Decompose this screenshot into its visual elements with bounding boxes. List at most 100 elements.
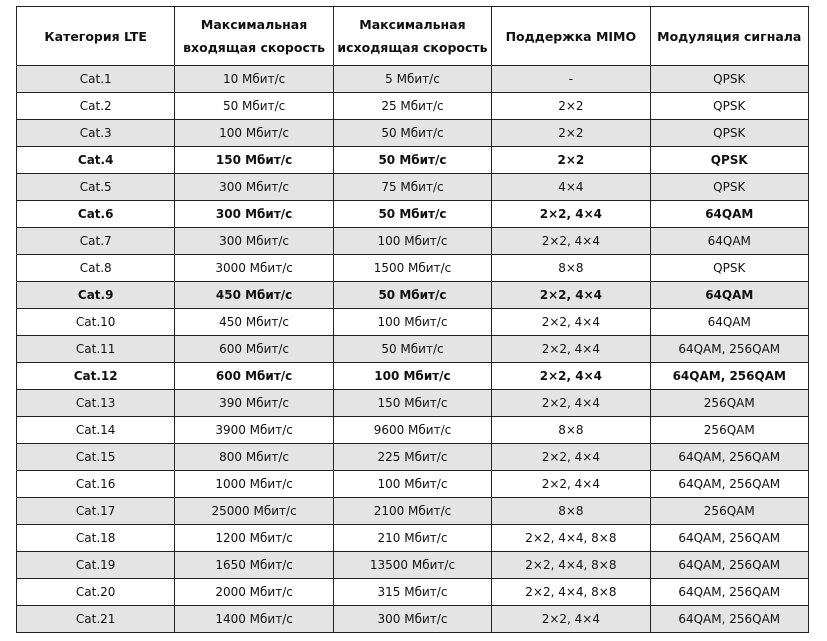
cell-downlink-speed: 100 Мбит/с: [174, 119, 334, 147]
cell-downlink-speed: 1650 Мбит/с: [174, 551, 334, 579]
cell-downlink-speed: 50 Мбит/с: [174, 92, 334, 120]
header-text: исходящая скорость: [337, 40, 488, 55]
cell-mimo: 2×2, 4×4, 8×8: [491, 578, 651, 606]
cell-category: Cat.17: [15, 497, 176, 525]
header-text: Максимальная: [200, 17, 308, 32]
cell-category: Cat.19: [15, 551, 176, 579]
table-row: Cat.10 450 Мбит/с 100 Мбит/с 2×2, 4×4 64QAM: [15, 308, 809, 336]
table-row: Cat.15 800 Мбит/с 225 Мбит/с 2×2, 4×4 64QAM,…: [15, 443, 809, 471]
cell-modulation: QPSK: [649, 173, 809, 201]
cell-downlink-speed: 600 Мбит/с: [174, 362, 334, 390]
header-text: Поддержка MIMO: [505, 28, 637, 44]
cell-downlink-speed: 450 Мбит/с: [174, 281, 334, 309]
header-text: Категория LTE: [44, 28, 147, 44]
table-row: Cat.11 600 Мбит/с 50 Мбит/с 2×2, 4×4 64QAM, …: [15, 335, 809, 363]
cell-downlink-speed: 150 Мбит/с: [174, 146, 334, 174]
cell-downlink-speed: 2000 Мбит/с: [174, 578, 334, 606]
cell-uplink-speed: 50 Мбит/с: [332, 200, 493, 228]
cell-modulation: QPSK: [649, 254, 809, 282]
header-text: входящая скорость: [183, 40, 326, 55]
cell-modulation: 64QAM: [649, 308, 809, 336]
cell-mimo: 2×2, 4×4, 8×8: [491, 551, 651, 579]
cell-downlink-speed: 1400 Мбит/с: [174, 605, 334, 633]
cell-downlink-speed: 600 Мбит/с: [174, 335, 334, 363]
table-row: Cat.4 150 Мбит/с 50 Мбит/с 2×2 QPSK: [15, 146, 809, 174]
cell-modulation: 64QAM, 256QAM: [649, 524, 809, 552]
table-row: Cat.8 3000 Мбит/с 1500 Мбит/с 8×8 QPSK: [15, 254, 809, 282]
cell-uplink-speed: 150 Мбит/с: [332, 389, 493, 417]
cell-uplink-speed: 9600 Мбит/с: [332, 416, 493, 444]
cell-mimo: 2×2: [491, 119, 651, 147]
cell-downlink-speed: 1200 Мбит/с: [174, 524, 334, 552]
cell-downlink-speed: 3000 Мбит/с: [174, 254, 334, 282]
cell-modulation: 64QAM: [649, 281, 809, 309]
cell-uplink-speed: 50 Мбит/с: [332, 281, 493, 309]
cell-category: Cat.12: [15, 362, 176, 390]
cell-mimo: 2×2, 4×4: [491, 335, 651, 363]
cell-category: Cat.14: [15, 416, 176, 444]
cell-category: Cat.3: [15, 119, 176, 147]
table-row: Cat.7 300 Мбит/с 100 Мбит/с 2×2, 4×4 64QAM: [15, 227, 809, 255]
cell-mimo: 2×2, 4×4: [491, 281, 651, 309]
table-row: Cat.3 100 Мбит/с 50 Мбит/с 2×2 QPSK: [15, 119, 809, 147]
cell-downlink-speed: 390 Мбит/с: [174, 389, 334, 417]
cell-category: Cat.16: [15, 470, 176, 498]
cell-downlink-speed: 450 Мбит/с: [174, 308, 334, 336]
cell-mimo: 2×2, 4×4: [491, 389, 651, 417]
header-mimo: Поддержка MIMO: [491, 6, 651, 66]
cell-uplink-speed: 100 Мбит/с: [332, 362, 493, 390]
cell-mimo: 8×8: [491, 254, 651, 282]
cell-uplink-speed: 50 Мбит/с: [332, 146, 493, 174]
table-row: Cat.5 300 Мбит/с 75 Мбит/с 4×4 QPSK: [15, 173, 809, 201]
cell-category: Cat.7: [15, 227, 176, 255]
table-row: Cat.16 1000 Мбит/с 100 Мбит/с 2×2, 4×4 64QAM…: [15, 470, 809, 498]
table-row: Cat.17 25000 Мбит/с 2100 Мбит/с 8×8 256QAM: [15, 497, 809, 525]
cell-uplink-speed: 300 Мбит/с: [332, 605, 493, 633]
table-row: Cat.6 300 Мбит/с 50 Мбит/с 2×2, 4×4 64QAM: [15, 200, 809, 228]
cell-mimo: 2×2: [491, 146, 651, 174]
cell-uplink-speed: 75 Мбит/с: [332, 173, 493, 201]
cell-category: Cat.8: [15, 254, 176, 282]
header-downlink-speed: Максимальная входящая скорость: [174, 6, 334, 66]
cell-category: Cat.13: [15, 389, 176, 417]
cell-modulation: QPSK: [649, 65, 809, 93]
cell-modulation: 64QAM, 256QAM: [649, 443, 809, 471]
cell-uplink-speed: 1500 Мбит/с: [332, 254, 493, 282]
cell-modulation: 256QAM: [649, 416, 809, 444]
cell-downlink-speed: 800 Мбит/с: [174, 443, 334, 471]
cell-modulation: 64QAM, 256QAM: [649, 551, 809, 579]
cell-downlink-speed: 3900 Мбит/с: [174, 416, 334, 444]
cell-downlink-speed: 10 Мбит/с: [174, 65, 334, 93]
cell-uplink-speed: 100 Мбит/с: [332, 470, 493, 498]
cell-category: Cat.2: [15, 92, 176, 120]
cell-uplink-speed: 13500 Мбит/с: [332, 551, 493, 579]
cell-downlink-speed: 25000 Мбит/с: [174, 497, 334, 525]
cell-downlink-speed: 300 Мбит/с: [174, 173, 334, 201]
cell-modulation: QPSK: [649, 146, 809, 174]
cell-mimo: 8×8: [491, 497, 651, 525]
cell-uplink-speed: 100 Мбит/с: [332, 308, 493, 336]
cell-category: Cat.6: [15, 200, 176, 228]
cell-mimo: 8×8: [491, 416, 651, 444]
cell-uplink-speed: 50 Мбит/с: [332, 119, 493, 147]
cell-mimo: 2×2, 4×4: [491, 605, 651, 633]
cell-modulation: 64QAM, 256QAM: [649, 605, 809, 633]
table-row: Cat.20 2000 Мбит/с 315 Мбит/с 2×2, 4×4, 8×8…: [15, 578, 809, 606]
table-row: Cat.2 50 Мбит/с 25 Мбит/с 2×2 QPSK: [15, 92, 809, 120]
cell-mimo: 2×2, 4×4: [491, 443, 651, 471]
table-row: Cat.12 600 Мбит/с 100 Мбит/с 2×2, 4×4 64QAM,…: [15, 362, 809, 390]
cell-mimo: 2×2, 4×4: [491, 470, 651, 498]
cell-modulation: 256QAM: [649, 497, 809, 525]
cell-downlink-speed: 1000 Мбит/с: [174, 470, 334, 498]
cell-category: Cat.21: [15, 605, 176, 633]
cell-category: Cat.10: [15, 308, 176, 336]
cell-modulation: 64QAM: [649, 200, 809, 228]
cell-category: Cat.20: [15, 578, 176, 606]
cell-modulation: 64QAM, 256QAM: [649, 362, 809, 390]
cell-modulation: 64QAM: [649, 227, 809, 255]
cell-modulation: QPSK: [649, 119, 809, 147]
cell-category: Cat.4: [15, 146, 176, 174]
cell-modulation: 64QAM, 256QAM: [649, 578, 809, 606]
cell-uplink-speed: 25 Мбит/с: [332, 92, 493, 120]
cell-uplink-speed: 315 Мбит/с: [332, 578, 493, 606]
